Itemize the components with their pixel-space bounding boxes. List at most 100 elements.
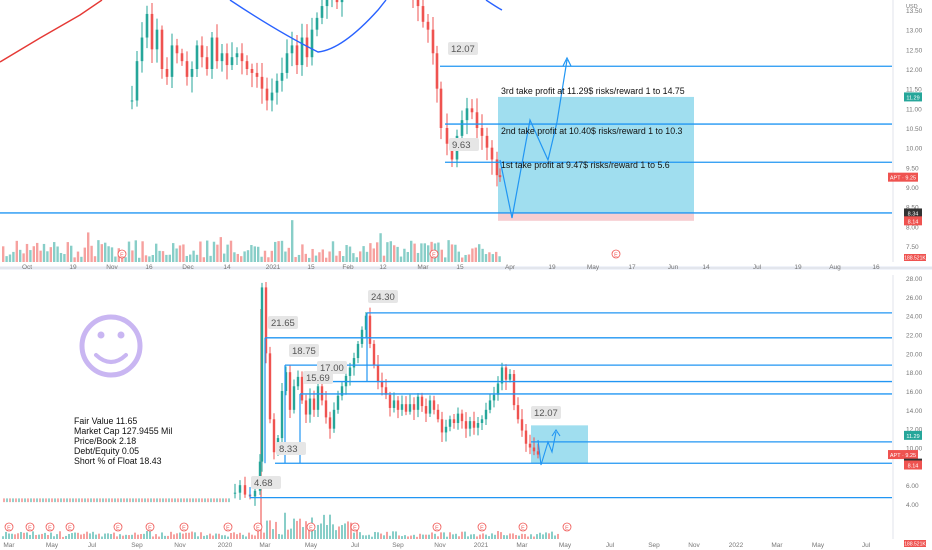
volume-bar [26, 532, 28, 539]
volume-bar [287, 529, 289, 539]
volume-bar [32, 531, 34, 539]
take-profit-3-text: 3rd take profit at 11.29$ risks/reward 1… [501, 86, 685, 96]
candle-body [444, 426, 448, 433]
candle-body [404, 404, 408, 412]
candle-body [175, 45, 179, 54]
candle-body [225, 53, 229, 66]
volume-bar [401, 536, 403, 539]
volume-bar [36, 242, 39, 262]
candle-body [316, 386, 320, 410]
volume-bar [420, 243, 423, 262]
volume-bar [347, 521, 349, 539]
volume-bar [509, 533, 511, 539]
smiley-face [79, 314, 143, 378]
volume-bar [29, 534, 31, 539]
volume-bar [223, 253, 226, 262]
candle-body [384, 387, 388, 395]
candle-body [495, 159, 499, 176]
volume-bar [175, 248, 178, 262]
candle-body [490, 147, 494, 160]
volume-bar [345, 245, 348, 262]
earnings-marker [253, 522, 263, 532]
volume-bar [530, 534, 532, 539]
candle-body [421, 6, 425, 22]
earnings-marker-label: E [226, 526, 230, 532]
level-label-bg [268, 316, 298, 329]
volume-bar [14, 534, 16, 539]
earnings-marker-label: E [7, 526, 11, 532]
volume-bar [457, 251, 460, 262]
volume-bar [548, 533, 550, 539]
volume-bar [230, 532, 232, 539]
candle-body [272, 419, 276, 453]
bottom-price-tick: 16.00 [906, 389, 923, 396]
candle-body [426, 21, 430, 30]
top-time-tick: 14 [223, 264, 231, 271]
earnings-marker [65, 522, 75, 532]
earnings-marker-label: E [435, 526, 439, 532]
volume-bar [382, 255, 386, 262]
volume-bar [104, 242, 107, 262]
volume-bar [478, 244, 481, 262]
level-label-bg [276, 442, 306, 455]
volume-bar [352, 253, 355, 262]
volume-bar [396, 246, 399, 262]
volume-bar [182, 533, 184, 539]
volume-bar [539, 532, 541, 539]
volume-bar [527, 536, 529, 539]
volume-bar [498, 256, 501, 262]
top-time-tick: 19 [548, 264, 556, 271]
volume-tag: 188.521K [904, 542, 926, 548]
volume-bar [172, 243, 175, 262]
volume-bar [410, 535, 412, 539]
candle-body [432, 400, 436, 410]
top-price-tick: 11.50 [906, 87, 922, 94]
price-tag: 11.29 [906, 434, 919, 440]
candle-body [412, 404, 416, 410]
take-profit-1-text: 1st take profit at 9.47$ risks/reward 1 … [501, 160, 670, 170]
top-time-tick: 17 [628, 264, 636, 271]
volume-bar [164, 535, 166, 539]
bottom-price-tick: 24.00 [906, 314, 923, 321]
volume-bar [368, 534, 370, 539]
projection-arrowhead [551, 429, 561, 437]
earnings-marker [611, 249, 621, 259]
candle-body [215, 37, 219, 62]
candle-body [445, 128, 449, 144]
volume-bar [419, 533, 421, 539]
volume-bar [97, 240, 100, 262]
earnings-marker [429, 249, 439, 259]
volume-bar [257, 527, 259, 539]
candle-body [416, 0, 420, 7]
earnings-marker-label: E [28, 526, 32, 532]
volume-bar [47, 534, 49, 539]
price-tag-bg [904, 430, 922, 440]
price-tag: 11.29 [906, 95, 919, 101]
top-price-tick: 8.50 [906, 205, 919, 212]
volume-bar [125, 534, 127, 539]
volume-bar [284, 512, 286, 539]
volume-bar [296, 520, 298, 539]
volume-bar [155, 534, 157, 539]
candle-body [424, 406, 428, 414]
price-tag: 8.14 [908, 219, 919, 225]
volume-bar [197, 536, 199, 539]
candle-body [140, 37, 144, 62]
candle-body [450, 143, 454, 160]
earnings-marker-label: E [521, 526, 525, 532]
top-time-tick: Oct [22, 264, 32, 271]
volume-bar [362, 246, 365, 262]
volume-bar [215, 533, 217, 539]
bottom-time-tick: Mar [3, 542, 15, 549]
volume-bar [110, 533, 112, 539]
volume-bar [318, 252, 321, 262]
candle-body [324, 400, 328, 418]
volume-bar [428, 534, 430, 539]
volume-bar [270, 250, 273, 262]
volume-bar [325, 257, 328, 262]
bottom-time-tick: Jul [88, 542, 97, 549]
candle-body [485, 135, 489, 148]
volume-bar [87, 232, 90, 262]
volume-bar [269, 520, 271, 539]
